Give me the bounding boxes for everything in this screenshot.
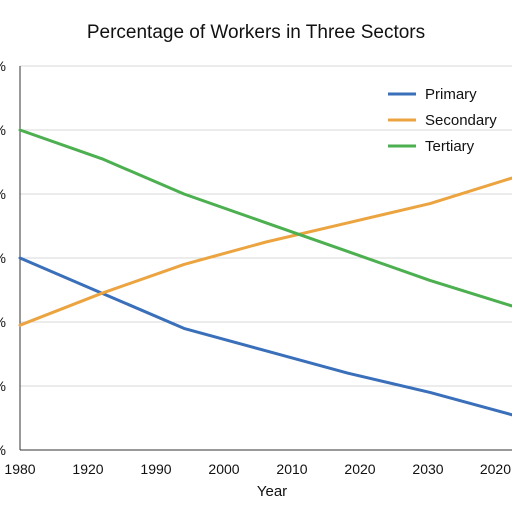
legend: Primary Secondary Tertiary	[388, 86, 497, 155]
y-tick-label: %	[0, 186, 6, 202]
y-axis-ticks: %%%%%%%	[0, 58, 6, 458]
legend-label-primary: Primary	[425, 86, 477, 103]
chart-title: Percentage of Workers in Three Sectors	[87, 22, 425, 43]
y-tick-label: %	[0, 442, 6, 458]
x-axis-ticks: 1980 1920 1990 2000 2010 2020 2030 2020	[4, 461, 511, 477]
x-tick-label: 2020	[480, 461, 511, 477]
x-tick-label: 2000	[208, 461, 239, 477]
gridlines	[20, 65, 512, 387]
legend-label-tertiary: Tertiary	[425, 138, 475, 155]
y-tick-label: %	[0, 122, 6, 138]
x-tick-label: 1980	[4, 461, 35, 477]
series-lines	[18, 128, 512, 417]
x-tick-label: 2020	[344, 461, 375, 477]
x-tick-label: 1920	[72, 461, 103, 477]
x-tick-label: 2030	[412, 461, 443, 477]
y-tick-label: %	[0, 250, 6, 266]
y-tick-label: %	[0, 58, 6, 74]
series-line-secondary	[18, 176, 512, 327]
x-tick-label: 2010	[276, 461, 307, 477]
y-tick-label: %	[0, 378, 6, 394]
x-tick-label: 1990	[140, 461, 171, 477]
x-axis-label: Year	[257, 483, 287, 500]
series-line-tertiary	[18, 128, 512, 308]
y-tick-label: %	[0, 314, 6, 330]
legend-label-secondary: Secondary	[425, 112, 497, 129]
